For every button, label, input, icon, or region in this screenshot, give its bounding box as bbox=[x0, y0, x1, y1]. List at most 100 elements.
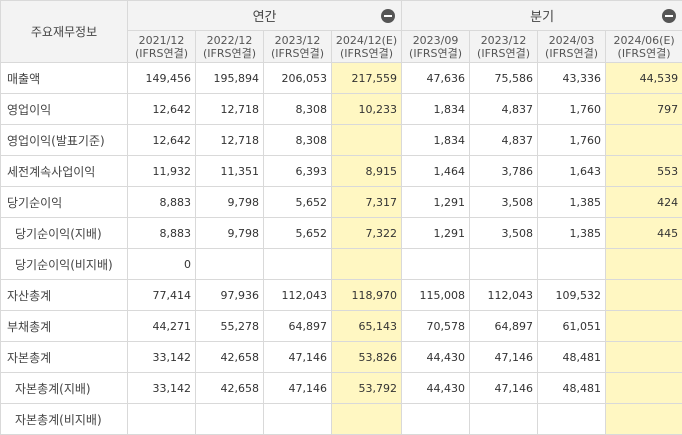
value-cell bbox=[332, 125, 402, 156]
value-cell: 12,718 bbox=[196, 125, 264, 156]
value-cell: 1,760 bbox=[538, 125, 606, 156]
value-cell: 53,792 bbox=[332, 373, 402, 404]
value-cell: 445 bbox=[606, 218, 682, 249]
value-cell: 70,578 bbox=[402, 311, 470, 342]
row-label: 당기순이익(비지배) bbox=[1, 249, 128, 280]
value-cell: 42,658 bbox=[196, 373, 264, 404]
value-cell bbox=[264, 404, 332, 435]
value-cell: 47,146 bbox=[264, 373, 332, 404]
value-cell: 48,481 bbox=[538, 342, 606, 373]
value-cell: 64,897 bbox=[264, 311, 332, 342]
value-cell: 1,464 bbox=[402, 156, 470, 187]
period-header: 2024/03(IFRS연결) bbox=[538, 31, 606, 63]
period-basis: (IFRS연결) bbox=[538, 47, 605, 60]
period-header: 2024/12(E)(IFRS연결) bbox=[332, 31, 402, 63]
value-cell: 42,658 bbox=[196, 342, 264, 373]
value-cell: 44,430 bbox=[402, 342, 470, 373]
value-cell: 44,430 bbox=[402, 373, 470, 404]
value-cell: 65,143 bbox=[332, 311, 402, 342]
value-cell: 33,142 bbox=[128, 373, 196, 404]
value-cell bbox=[538, 249, 606, 280]
quarter-group-header: 분기 bbox=[402, 1, 682, 31]
value-cell bbox=[606, 342, 682, 373]
row-label: 자본총계 bbox=[1, 342, 128, 373]
period-basis: (IFRS연결) bbox=[402, 47, 469, 60]
value-cell: 47,636 bbox=[402, 63, 470, 94]
period-basis: (IFRS연결) bbox=[332, 47, 401, 60]
row-label: 영업이익 bbox=[1, 94, 128, 125]
annual-collapse-icon[interactable] bbox=[381, 9, 395, 23]
value-cell: 109,532 bbox=[538, 280, 606, 311]
value-cell: 47,146 bbox=[264, 342, 332, 373]
value-cell: 112,043 bbox=[470, 280, 538, 311]
period-date: 2024/12(E) bbox=[332, 34, 401, 47]
period-header: 2023/12(IFRS연결) bbox=[264, 31, 332, 63]
row-label: 영업이익(발표기준) bbox=[1, 125, 128, 156]
value-cell bbox=[470, 249, 538, 280]
value-cell bbox=[606, 404, 682, 435]
value-cell: 44,271 bbox=[128, 311, 196, 342]
row-label: 부채총계 bbox=[1, 311, 128, 342]
row-label: 당기순이익 bbox=[1, 187, 128, 218]
period-basis: (IFRS연결) bbox=[128, 47, 195, 60]
value-cell: 11,351 bbox=[196, 156, 264, 187]
period-header: 2021/12(IFRS연결) bbox=[128, 31, 196, 63]
quarter-collapse-icon[interactable] bbox=[662, 9, 676, 23]
value-cell bbox=[606, 249, 682, 280]
value-cell: 11,932 bbox=[128, 156, 196, 187]
value-cell: 77,414 bbox=[128, 280, 196, 311]
value-cell bbox=[538, 404, 606, 435]
value-cell: 53,826 bbox=[332, 342, 402, 373]
value-cell: 424 bbox=[606, 187, 682, 218]
value-cell: 1,834 bbox=[402, 125, 470, 156]
value-cell: 118,970 bbox=[332, 280, 402, 311]
value-cell: 47,146 bbox=[470, 342, 538, 373]
value-cell: 3,786 bbox=[470, 156, 538, 187]
value-cell: 0 bbox=[128, 249, 196, 280]
value-cell bbox=[402, 249, 470, 280]
period-header: 2024/06(E)(IFRS연결) bbox=[606, 31, 682, 63]
row-label-header: 주요재무정보 bbox=[1, 1, 128, 63]
period-date: 2021/12 bbox=[128, 34, 195, 47]
period-basis: (IFRS연결) bbox=[606, 47, 682, 60]
value-cell: 97,936 bbox=[196, 280, 264, 311]
value-cell: 7,322 bbox=[332, 218, 402, 249]
value-cell bbox=[128, 404, 196, 435]
value-cell: 10,233 bbox=[332, 94, 402, 125]
value-cell: 8,883 bbox=[128, 187, 196, 218]
table-row: 자본총계(비지배) bbox=[1, 404, 682, 435]
value-cell: 3,508 bbox=[470, 187, 538, 218]
value-cell: 5,652 bbox=[264, 187, 332, 218]
value-cell: 195,894 bbox=[196, 63, 264, 94]
value-cell bbox=[402, 404, 470, 435]
value-cell: 1,291 bbox=[402, 218, 470, 249]
value-cell: 55,278 bbox=[196, 311, 264, 342]
value-cell: 12,718 bbox=[196, 94, 264, 125]
value-cell: 8,915 bbox=[332, 156, 402, 187]
period-date: 2023/12 bbox=[470, 34, 537, 47]
value-cell: 8,308 bbox=[264, 94, 332, 125]
value-cell: 61,051 bbox=[538, 311, 606, 342]
value-cell: 1,834 bbox=[402, 94, 470, 125]
value-cell: 115,008 bbox=[402, 280, 470, 311]
value-cell bbox=[332, 249, 402, 280]
period-basis: (IFRS연결) bbox=[264, 47, 331, 60]
value-cell: 48,481 bbox=[538, 373, 606, 404]
value-cell: 1,291 bbox=[402, 187, 470, 218]
value-cell: 797 bbox=[606, 94, 682, 125]
value-cell: 12,642 bbox=[128, 94, 196, 125]
value-cell bbox=[196, 249, 264, 280]
row-label: 매출액 bbox=[1, 63, 128, 94]
value-cell: 553 bbox=[606, 156, 682, 187]
period-date: 2023/09 bbox=[402, 34, 469, 47]
value-cell bbox=[196, 404, 264, 435]
value-cell bbox=[606, 280, 682, 311]
value-cell: 4,837 bbox=[470, 125, 538, 156]
value-cell: 8,308 bbox=[264, 125, 332, 156]
